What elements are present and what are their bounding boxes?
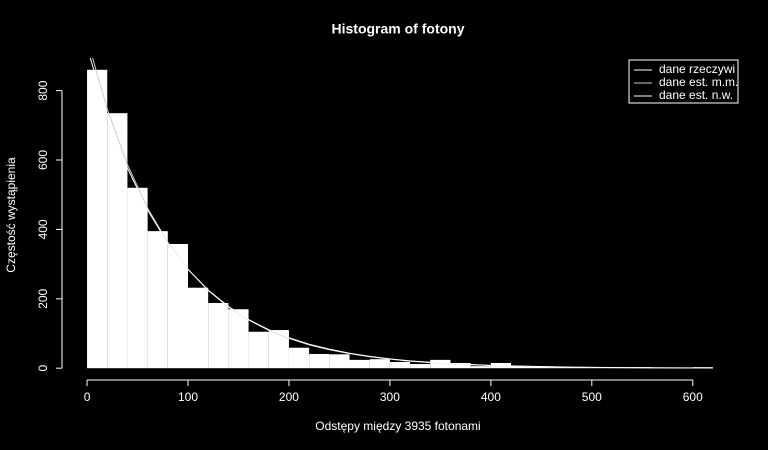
x-tick-label: 100 — [178, 390, 198, 404]
bar — [87, 69, 108, 369]
legend-label: dane rzeczywi — [659, 62, 735, 76]
bar — [369, 359, 390, 369]
x-tick-label: 400 — [481, 390, 501, 404]
bar — [389, 361, 411, 369]
plot-area — [87, 58, 713, 369]
bar — [288, 347, 310, 369]
legend-label: dane est. m.m. — [659, 75, 738, 89]
x-axis-label: Odstępy między 3935 fotonami — [315, 419, 480, 433]
bar — [349, 359, 370, 369]
x-tick-label: 200 — [279, 390, 299, 404]
legend-label: dane est. n.w. — [659, 88, 733, 102]
y-axis-label: Częstość wystąpienia — [4, 157, 18, 273]
bar — [329, 354, 350, 369]
bar — [511, 366, 532, 369]
y-tick-label: 400 — [36, 219, 50, 239]
y-tick-label: 200 — [36, 288, 50, 308]
bar — [430, 359, 451, 369]
y-tick-label: 800 — [36, 80, 50, 100]
x-tick-label: 300 — [380, 390, 400, 404]
bar — [208, 302, 229, 369]
bar — [248, 331, 269, 369]
x-tick-label: 600 — [683, 390, 703, 404]
bar — [187, 287, 209, 369]
y-tick-label: 0 — [36, 365, 50, 372]
x-tick-label: 0 — [84, 390, 91, 404]
bar — [470, 366, 491, 369]
bar — [167, 243, 188, 369]
bar — [450, 362, 471, 369]
chart-title: Histogram of fotony — [332, 21, 465, 37]
bar — [309, 353, 330, 369]
bar — [268, 330, 289, 369]
y-tick-label: 600 — [36, 150, 50, 170]
bar — [147, 231, 168, 369]
bar — [127, 187, 148, 369]
bar — [107, 113, 128, 369]
bar — [228, 309, 249, 369]
x-tick-label: 500 — [582, 390, 602, 404]
bar — [531, 366, 552, 369]
curve — [89, 58, 713, 369]
bar — [551, 367, 572, 369]
bar — [410, 364, 431, 369]
legend-box — [628, 59, 739, 104]
